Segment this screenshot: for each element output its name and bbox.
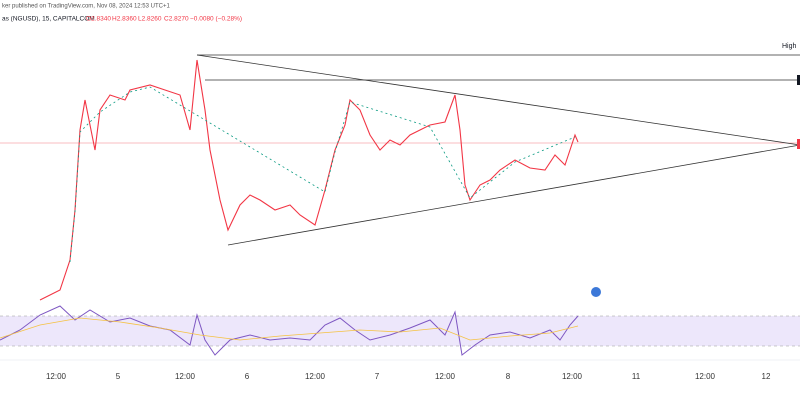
high: H2.8360	[112, 16, 137, 23]
ohlc: O2.8340 H2.8360 L2.8260 C2.8270 −0.0080 …	[86, 16, 242, 23]
high-label-box	[779, 41, 800, 51]
x-tick-label: 12	[762, 372, 771, 381]
x-tick-label: 7	[375, 372, 380, 381]
x-axis: 12:00 5 12:00 6 12:00 7 12:00 8 12:00 11…	[46, 372, 771, 381]
x-tick-label: 12:00	[305, 372, 326, 381]
x-tick-label: 8	[506, 372, 511, 381]
symbol: as (NGUSD), 15, CAPITALCOM	[2, 16, 95, 23]
x-tick-label: 12:00	[695, 372, 716, 381]
high-label: High	[782, 43, 797, 50]
marker	[797, 75, 800, 85]
price-path-up	[69, 86, 576, 263]
x-tick-label: 12:00	[562, 372, 583, 381]
trendline-upper	[196, 54, 800, 146]
close: C2.8270	[164, 16, 189, 23]
x-tick-label: 12:00	[175, 372, 196, 381]
change: −0.0080 (−0.28%)	[190, 16, 242, 23]
x-tick-label: 5	[116, 372, 121, 381]
marker	[797, 139, 800, 149]
x-tick-label: 12:00	[46, 372, 67, 381]
rsi-ma	[0, 317, 579, 341]
low: L2.8260	[138, 16, 162, 23]
event-flag	[591, 287, 601, 297]
trendline-lower	[227, 144, 800, 246]
x-tick-label: 11	[632, 372, 641, 381]
price-path	[39, 59, 579, 301]
x-tick-label: 6	[245, 372, 250, 381]
rsi-line	[0, 305, 579, 356]
x-tick-label: 12:00	[435, 372, 456, 381]
publisher-line: ker published on TradingView.com, Nov 08…	[2, 4, 170, 10]
open: O2.8340	[86, 16, 111, 23]
